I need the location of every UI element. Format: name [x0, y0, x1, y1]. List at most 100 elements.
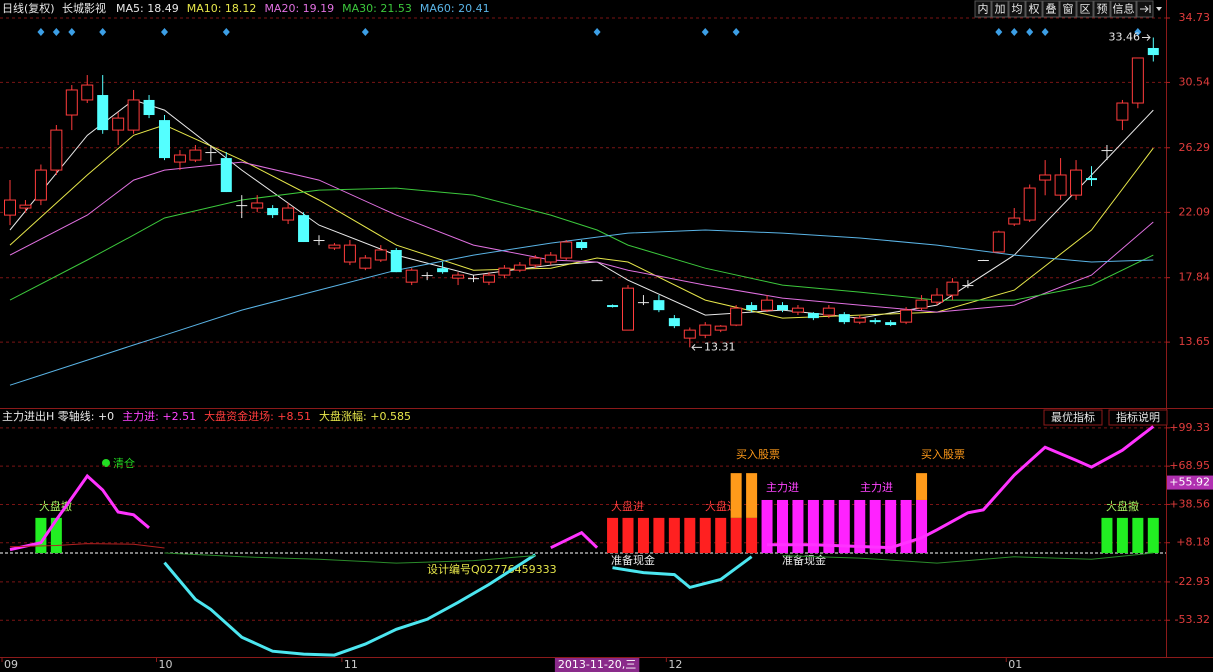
candle-body	[591, 280, 603, 282]
signal-marker	[1026, 28, 1034, 36]
indicator-legend: 主力进: +2.51	[122, 410, 196, 423]
indicator-button-label[interactable]: 指标说明	[1116, 410, 1160, 424]
signal-marker	[732, 28, 740, 36]
bar	[684, 517, 696, 554]
annotation: 大盘进	[705, 499, 738, 513]
candle-body	[267, 208, 279, 216]
y-tick-label: -22.93	[1175, 575, 1210, 588]
toolbar-label[interactable]: 内	[978, 2, 989, 16]
candle-body	[1008, 217, 1021, 225]
ma-line	[9, 161, 1154, 313]
toolbar-label[interactable]: 区	[1080, 3, 1091, 16]
candle-body	[699, 324, 712, 336]
toolbar-icon[interactable]	[1156, 7, 1162, 11]
legend-entry: MA30: 21.53	[342, 2, 412, 15]
toolbar-label[interactable]: 均	[1012, 3, 1023, 16]
toolbar-button[interactable]	[1110, 0, 1137, 18]
toolbar-button[interactable]	[974, 0, 992, 18]
bar	[823, 499, 835, 554]
legend-entry: MA5: 18.49	[116, 2, 179, 15]
annotation: 买入股票	[736, 448, 780, 461]
toolbar-label[interactable]: 预	[1097, 3, 1108, 16]
toolbar-button[interactable]	[991, 0, 1009, 18]
candle-body	[313, 240, 325, 242]
candle-body	[900, 309, 913, 323]
indicator-button[interactable]	[1043, 409, 1103, 426]
signal-marker	[1041, 28, 1049, 36]
signal-marker	[37, 28, 45, 36]
toolbar-button[interactable]	[1008, 0, 1026, 18]
candle-body	[1039, 174, 1052, 181]
annotation: 大盘撤	[1106, 499, 1139, 513]
y-tick-label: +99.33	[1169, 421, 1210, 434]
candle-body	[946, 281, 959, 296]
candle-body	[992, 231, 1005, 253]
bar	[916, 473, 928, 500]
candle-body	[220, 158, 232, 193]
x-tick-label: 09	[4, 658, 18, 671]
candle-body	[97, 95, 109, 131]
annotation: 主力进	[860, 481, 893, 494]
signal-marker	[701, 28, 709, 36]
bar	[730, 473, 742, 518]
candle-body	[65, 89, 78, 116]
low-arrow	[691, 343, 702, 351]
indicator-button-label[interactable]: 最优指标	[1051, 410, 1095, 424]
candle-body	[34, 169, 47, 201]
signal-marker	[995, 28, 1003, 36]
toolbar-button[interactable]	[1076, 0, 1094, 18]
toolbar-button[interactable]	[1025, 0, 1043, 18]
legend-entry: MA60: 20.41	[420, 2, 490, 15]
indicator-button[interactable]	[1108, 409, 1168, 426]
candle-body	[1054, 174, 1067, 196]
toolbar-button[interactable]	[1093, 0, 1111, 18]
toolbar-icon[interactable]	[1140, 5, 1151, 13]
stock-name: 长城影视	[62, 1, 106, 15]
candle-body	[1086, 178, 1097, 181]
candle-body	[359, 257, 372, 269]
toolbar-label[interactable]: 权	[1029, 3, 1040, 16]
candle-body	[452, 274, 465, 279]
y-tick-label: +8.18	[1176, 536, 1210, 549]
annotation: 大盘进	[611, 499, 644, 513]
toolbar-label[interactable]: 叠	[1046, 3, 1057, 16]
toolbar-label[interactable]: 加	[995, 3, 1006, 16]
candle-body	[529, 257, 542, 266]
cursor-date-box	[554, 658, 640, 672]
candle-body	[622, 287, 634, 331]
candle-body	[282, 207, 295, 221]
candle-body	[127, 99, 140, 131]
bar	[699, 517, 711, 554]
candle-body	[560, 241, 573, 259]
candle-body	[236, 205, 248, 207]
candle-body	[962, 285, 974, 287]
candle-body	[1116, 102, 1129, 121]
toolbar-label[interactable]: 窗	[1063, 2, 1074, 16]
x-tick-label: 01	[1008, 658, 1022, 671]
bar	[668, 517, 680, 554]
indicator-legend: 大盘资金进场: +8.51	[204, 409, 311, 423]
candle-body	[498, 267, 511, 276]
toolbar-button[interactable]	[1059, 0, 1077, 18]
period-label: 日线(复权)	[2, 1, 55, 15]
candle-body	[1070, 169, 1083, 196]
candle-body	[791, 307, 804, 313]
indicator-line	[9, 543, 165, 549]
signal-marker	[68, 28, 76, 36]
toolbar-label[interactable]: 信息	[1113, 2, 1135, 16]
y-tick-label: +68.95	[1169, 459, 1210, 472]
candle-body	[343, 244, 356, 263]
candle-body	[607, 305, 619, 308]
candle-body	[807, 313, 819, 319]
toolbar-button[interactable]	[1042, 0, 1060, 18]
last-value-box	[1167, 475, 1213, 490]
candle-body	[838, 314, 850, 323]
bar	[900, 499, 912, 554]
candle-body	[189, 149, 202, 161]
legend-entry: MA10: 18.12	[187, 2, 257, 15]
indicator-legend: 大盘涨幅: +0.585	[319, 409, 411, 423]
bar	[1101, 517, 1113, 554]
candle-body	[405, 269, 418, 283]
annotation: 准备现金	[782, 553, 826, 567]
